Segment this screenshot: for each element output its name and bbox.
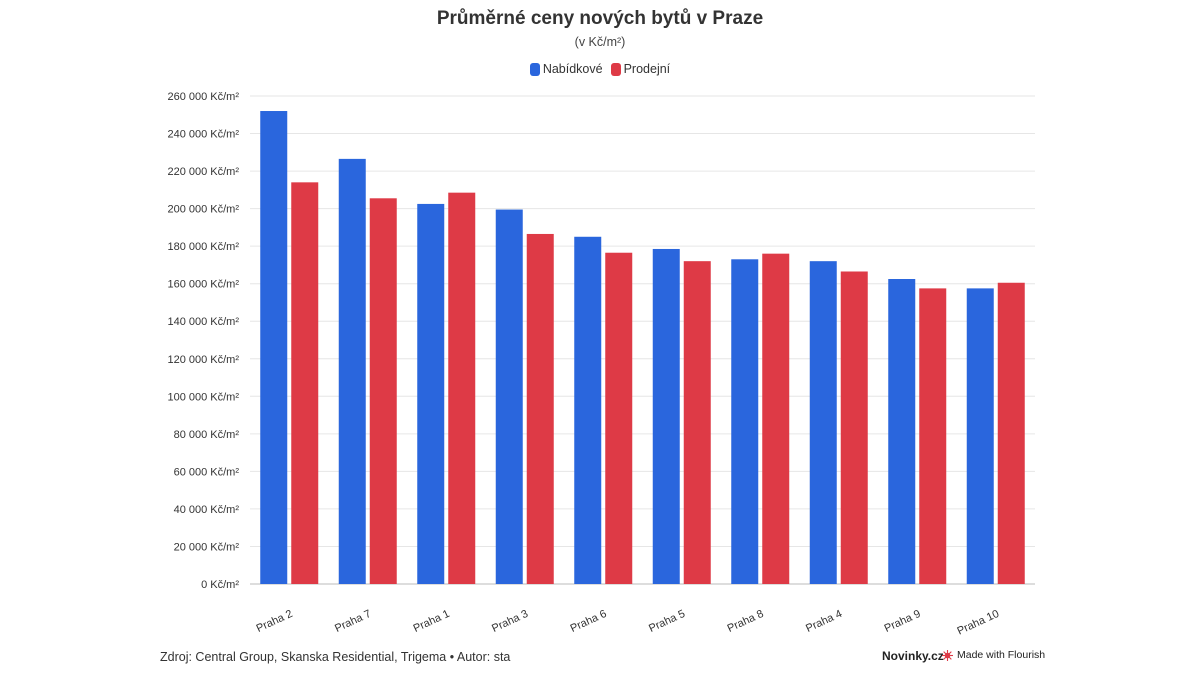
bar-offer: [731, 259, 759, 584]
bar-sale: [448, 192, 476, 584]
x-tick-label: Praha 9: [883, 608, 923, 635]
bar-sale: [762, 253, 790, 584]
y-tick-label: 200 000 Kč/m²: [167, 204, 239, 216]
bar-offer: [260, 111, 288, 584]
y-tick-label: 120 000 Kč/m²: [167, 354, 239, 366]
legend-item-offer[interactable]: Nabídkové: [529, 62, 603, 76]
legend-swatch-sale: [610, 62, 621, 76]
bar-offer: [652, 248, 680, 584]
x-tick-label: Praha 4: [804, 608, 844, 635]
bar-sale: [840, 271, 868, 584]
flourish-credit[interactable]: Made with Flourish: [942, 649, 1045, 661]
source-note: Zdroj: Central Group, Skanska Residentia…: [160, 650, 511, 664]
y-tick-label: 20 000 Kč/m²: [174, 541, 240, 553]
bar-sale: [291, 182, 319, 585]
bar-offer: [966, 288, 994, 584]
x-tick-label: Praha 8: [726, 608, 766, 635]
bar-offer: [338, 158, 366, 584]
bar-offer: [417, 203, 445, 584]
bar-sale: [997, 282, 1025, 584]
bar-offer: [888, 279, 916, 584]
bar-sale: [526, 233, 554, 584]
bar-offer: [809, 261, 837, 584]
x-tick-label: Praha 10: [955, 608, 1001, 638]
bar-sale: [683, 261, 711, 584]
y-tick-label: 100 000 Kč/m²: [167, 391, 239, 403]
legend-label-offer: Nabídkové: [542, 62, 603, 76]
chart-legend: Nabídkové Prodejní: [0, 62, 1200, 76]
x-tick-label: Praha 2: [255, 608, 295, 635]
bar-sale: [605, 252, 633, 584]
legend-label-sale: Prodejní: [623, 62, 671, 76]
y-tick-label: 260 000 Kč/m²: [167, 91, 239, 103]
y-tick-label: 40 000 Kč/m²: [174, 504, 240, 516]
legend-swatch-offer: [529, 62, 540, 76]
bar-offer: [574, 236, 602, 584]
legend-item-sale[interactable]: Prodejní: [610, 62, 671, 76]
x-tick-label: Praha 3: [490, 608, 530, 635]
y-tick-label: 60 000 Kč/m²: [174, 466, 240, 478]
bar-sale: [369, 198, 397, 585]
y-tick-label: 80 000 Kč/m²: [174, 429, 240, 441]
flourish-icon: [942, 649, 953, 661]
y-tick-label: 240 000 Kč/m²: [167, 129, 239, 141]
chart-title: Průměrné ceny nových bytů v Praze: [436, 8, 764, 29]
x-tick-label: Praha 7: [333, 608, 373, 635]
y-tick-label: 180 000 Kč/m²: [167, 241, 239, 253]
y-tick-label: 160 000 Kč/m²: [167, 279, 239, 291]
x-tick-label: Praha 5: [647, 608, 687, 635]
bar-sale: [919, 288, 947, 584]
y-tick-label: 220 000 Kč/m²: [167, 166, 239, 178]
y-tick-label: 0 Kč/m²: [201, 579, 239, 591]
flourish-label: Made with Flourish: [957, 649, 1046, 661]
y-tick-label: 140 000 Kč/m²: [167, 316, 239, 328]
chart-subtitle: (v Kč/m²): [574, 35, 626, 49]
x-tick-label: Praha 6: [569, 608, 609, 635]
bar-offer: [495, 209, 523, 585]
x-tick-label: Praha 1: [412, 608, 452, 635]
brand-logo[interactable]: Novinky.cz: [882, 649, 944, 663]
